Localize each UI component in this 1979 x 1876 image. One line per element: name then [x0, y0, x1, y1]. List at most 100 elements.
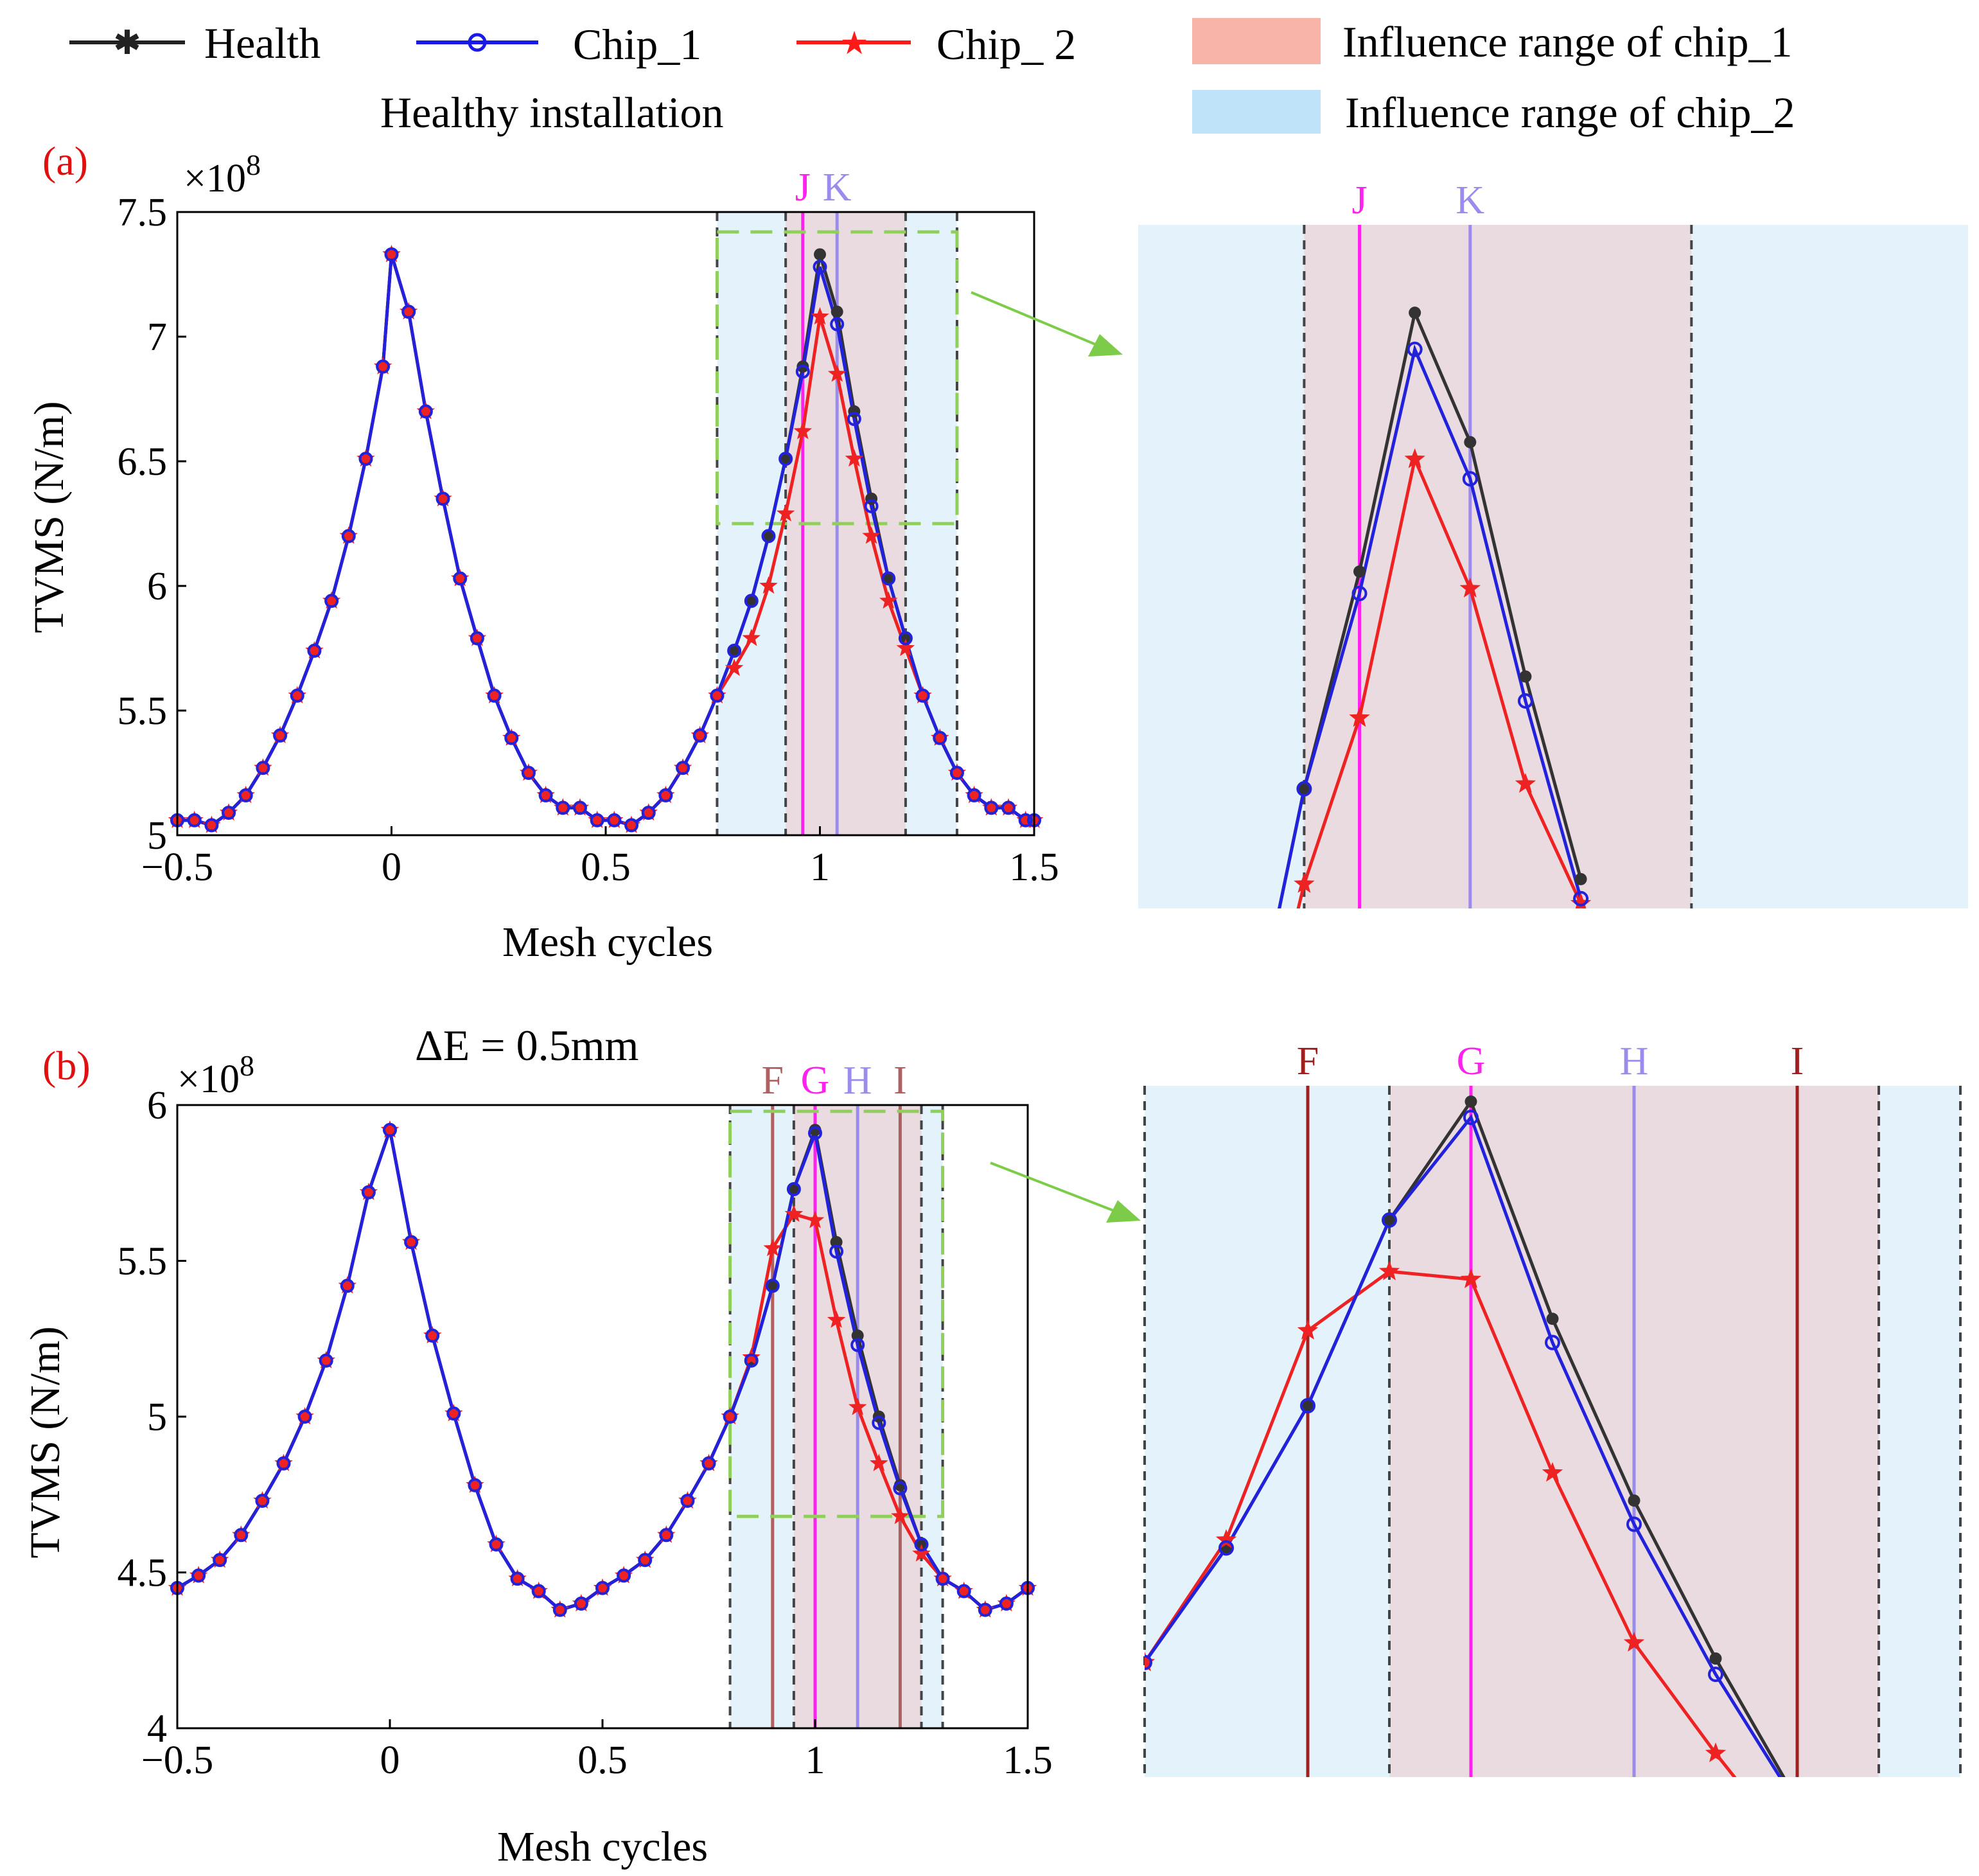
region-chip1: [1304, 225, 1692, 908]
point-chip1: [658, 788, 673, 802]
zoom-box: [715, 230, 959, 526]
y-tick-label: 5.5: [118, 689, 168, 733]
point-chip1: [914, 1537, 929, 1552]
point-chip1: [187, 813, 202, 827]
x-tick-label: −0.5: [141, 845, 213, 889]
point-chip2: [588, 810, 606, 828]
point-chip2: [529, 1581, 548, 1599]
zoom-arrows: [971, 291, 1141, 1223]
legend-health-marker: ✱: [113, 25, 141, 62]
series-chip1-line: [1302, 344, 1583, 899]
point-chip1: [572, 801, 587, 815]
point-chip2: [288, 686, 306, 704]
point-chip1: [813, 260, 827, 274]
point-chip1: [1626, 1516, 1642, 1532]
point-chip1: [723, 1410, 737, 1424]
point-chip2: [776, 504, 795, 522]
point-chip2: [1460, 1268, 1482, 1288]
point-chip1: [552, 1602, 567, 1617]
point-chip1: [1545, 1334, 1560, 1350]
point-chip2: [401, 1232, 421, 1250]
point-chip1: [453, 571, 468, 586]
point-chip1: [238, 788, 253, 802]
marker-label-G: G: [801, 1059, 830, 1102]
point-chip2: [554, 798, 572, 816]
y-tick-label: 6.5: [118, 440, 168, 484]
panel-a-exponent-base: ×10: [184, 157, 246, 200]
series-chip1-line: [177, 254, 1034, 827]
x-tick-label: 0: [380, 1739, 400, 1782]
zoom-b-arrowhead: [1106, 1200, 1141, 1223]
point-chip2: [827, 1310, 846, 1328]
point-chip2: [999, 798, 1018, 816]
point-chip1: [949, 766, 964, 780]
point-chip2: [416, 402, 435, 420]
point-chip2: [954, 1581, 973, 1599]
zoom-a-arrowhead: [1088, 334, 1123, 357]
point-chip1: [425, 1328, 440, 1343]
point-chip1: [847, 412, 861, 427]
x-tick-label: 1: [810, 845, 830, 889]
point-chip2: [622, 815, 641, 833]
point-chip2: [1404, 448, 1425, 468]
point-health: [899, 632, 912, 644]
point-chip2: [185, 810, 204, 828]
point-chip1: [1351, 585, 1368, 601]
point-chip2: [635, 1550, 655, 1568]
point-chip1: [641, 806, 656, 820]
point-chip1: [638, 1553, 653, 1568]
point-chip2: [338, 1276, 357, 1294]
point-chip1: [872, 1415, 886, 1430]
point-chip2: [1294, 873, 1315, 893]
point-chip2: [219, 803, 238, 821]
point-health: [882, 572, 895, 585]
point-chip1: [915, 688, 930, 703]
marker-label-J: J: [1351, 179, 1367, 222]
point-chip1: [504, 730, 519, 745]
point-chip1: [850, 1338, 865, 1352]
x-tick-label: 1: [805, 1739, 825, 1782]
point-chip2: [708, 686, 726, 704]
y-tick-label: 4: [147, 1707, 167, 1751]
panel-b-xlabel: Mesh cycles: [497, 1823, 708, 1870]
point-chip1: [213, 1553, 227, 1568]
panel-a-plot: J K −0.5 0 0.5 1 1.5 5 5.5 6 6.5 7 7.5: [118, 166, 1059, 889]
panel-a: (a) J K −0.5 0 0.5 1 1.5 5 5.5 6 6.5 7 7.5 ×108 Mesh…: [26, 138, 1059, 966]
legend-shade-chip2-label: Influence range of chip_2: [1345, 88, 1795, 137]
point-health: [745, 594, 758, 607]
point-chip2: [742, 1347, 761, 1365]
point-chip2: [380, 1120, 400, 1138]
point-chip1: [1382, 1212, 1397, 1228]
point-chip1: [1573, 890, 1589, 907]
point-chip1: [744, 594, 759, 608]
panel-b-exponent: ×108: [177, 1049, 254, 1101]
legend-shade-chip1-label: Influence range of chip_1: [1342, 17, 1792, 66]
point-health: [814, 248, 826, 261]
point-chip2: [931, 728, 949, 746]
point-chip1: [744, 1353, 759, 1368]
point-chip1: [574, 1597, 588, 1611]
point-chip2: [508, 1569, 527, 1587]
point-chip1: [204, 818, 219, 833]
point-chip2: [236, 785, 255, 804]
marker-label-I: I: [1791, 1040, 1804, 1083]
zoom-series: [1278, 306, 1592, 908]
point-chip1: [376, 359, 391, 374]
point-chip2: [466, 1475, 484, 1493]
point-chip2: [759, 576, 778, 594]
x-tick-label: 0.5: [581, 845, 631, 889]
point-chip2: [805, 1210, 825, 1228]
point-chip2: [339, 526, 358, 544]
point-health: [1709, 1652, 1722, 1665]
point-chip2: [487, 1534, 506, 1552]
zoom-box: [728, 1110, 945, 1518]
point-chip1: [1296, 781, 1312, 797]
point-health: [1628, 1494, 1640, 1507]
point-chip1: [710, 688, 725, 703]
point-chip2: [253, 1491, 272, 1509]
point-chip1: [404, 1235, 419, 1250]
point-chip2: [965, 785, 983, 804]
legend-chip1-label: Chip_1: [573, 20, 701, 69]
point-health: [728, 644, 741, 657]
